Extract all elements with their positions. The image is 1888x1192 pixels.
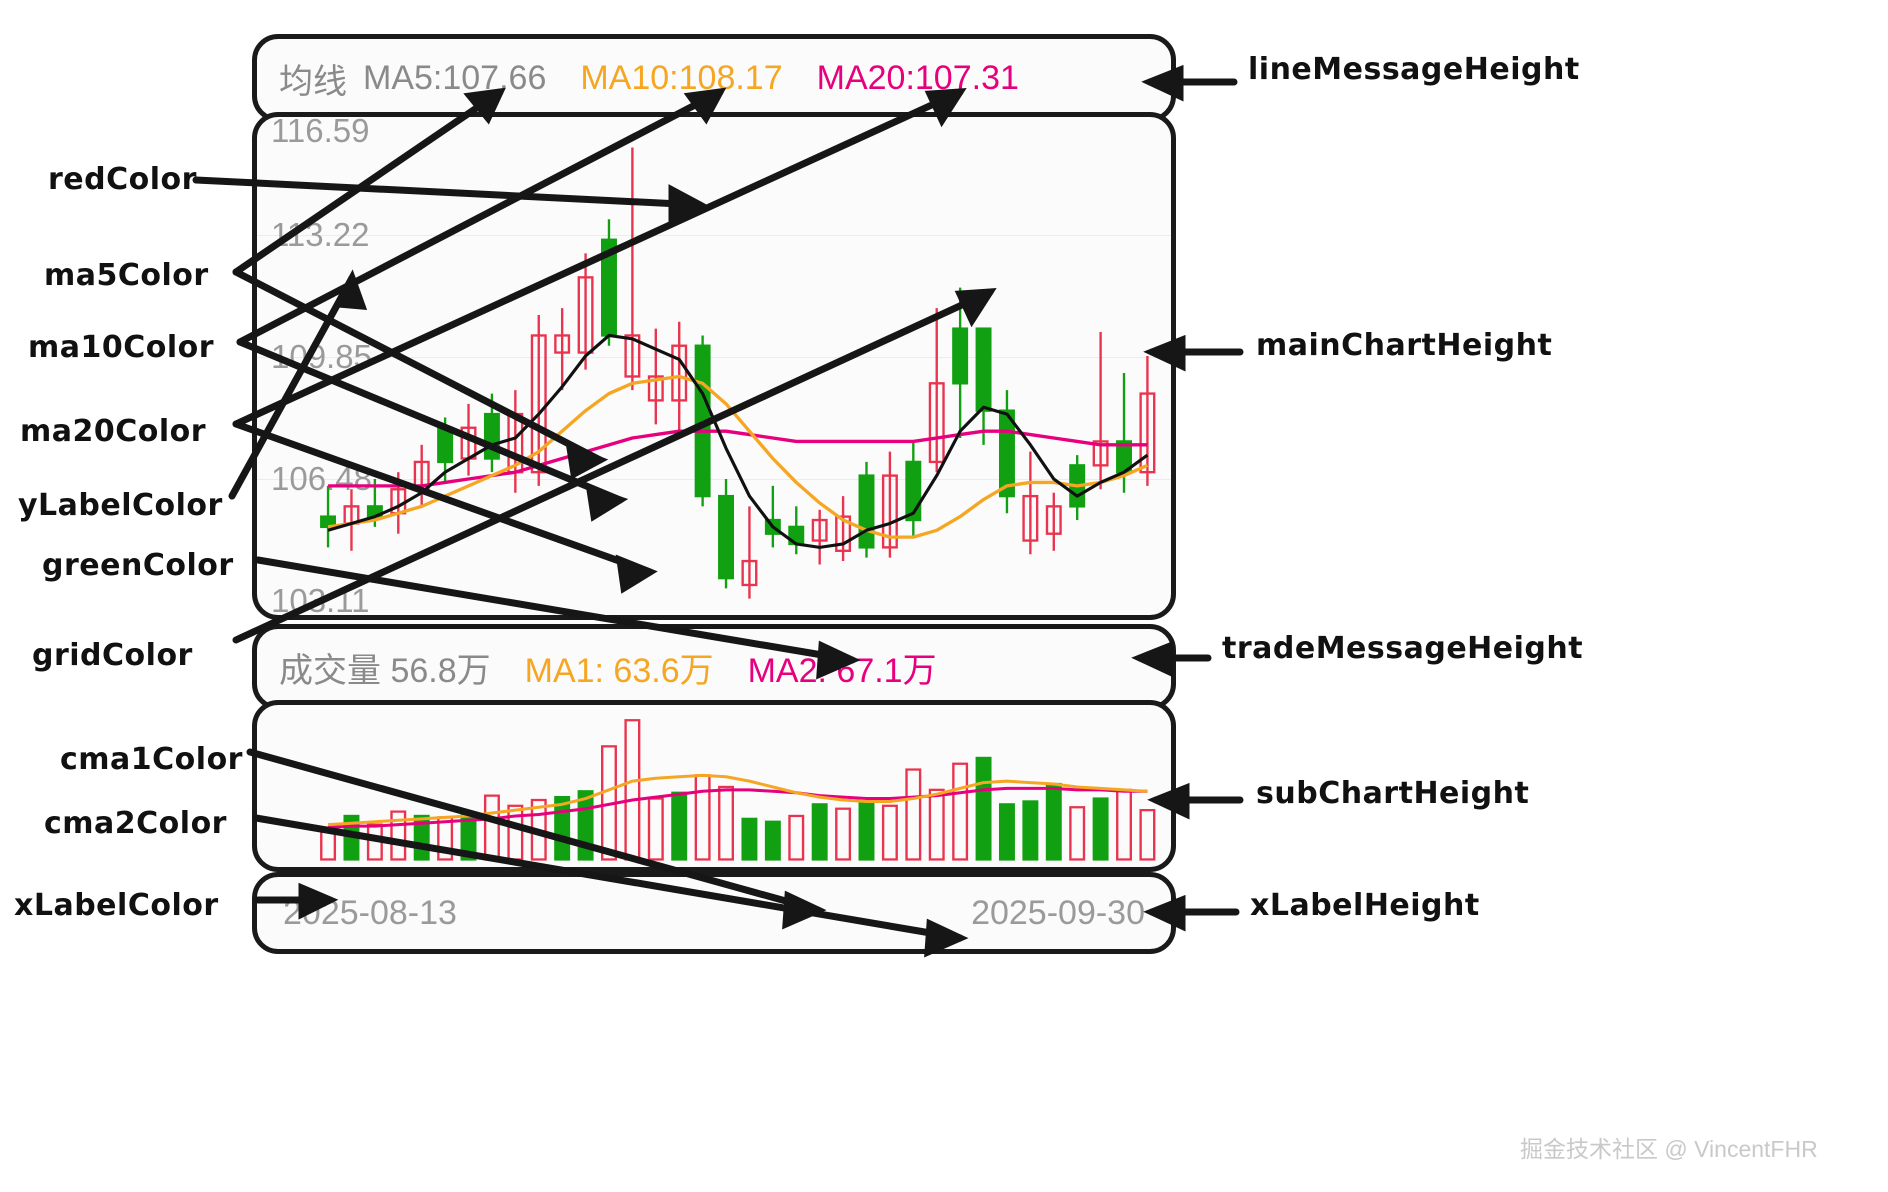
annotation-cma2color: cma2Color bbox=[44, 806, 227, 841]
annotation-greencolor: greenColor bbox=[42, 548, 234, 583]
annotation-subchartheight: subChartHeight bbox=[1256, 776, 1530, 811]
trade-message-label: 成交量 56.8万 bbox=[279, 651, 491, 690]
trade-message-ma2: MA2: 67.1万 bbox=[747, 651, 937, 690]
x-label-bar: 2025-08-13 2025-09-30 bbox=[252, 872, 1176, 954]
line-message-ma5: MA5:107.66 bbox=[363, 58, 547, 97]
line-message-ma20: MA20:107.31 bbox=[816, 58, 1019, 97]
annotation-ylabelcolor: yLabelColor bbox=[18, 488, 223, 523]
sub-chart-volume[interactable] bbox=[252, 700, 1176, 872]
watermark: 掘金技术社区 @ VincentFHR bbox=[1520, 1136, 1818, 1162]
annotation-redcolor: redColor bbox=[48, 162, 197, 197]
annotation-ma5color: ma5Color bbox=[44, 258, 209, 293]
annotation-cma1color: cma1Color bbox=[60, 742, 243, 777]
volume-plot bbox=[320, 719, 1156, 861]
line-message-ma10: MA10:108.17 bbox=[580, 58, 783, 97]
annotation-xlabelheight: xLabelHeight bbox=[1250, 888, 1480, 923]
annotation-mainchartheight: mainChartHeight bbox=[1256, 328, 1553, 363]
annotation-xlabelcolor: xLabelColor bbox=[14, 888, 219, 923]
line-message-bar: 均线 MA5:107.66 MA10:108.17 MA20:107.31 bbox=[252, 34, 1176, 122]
trade-message-bar: 成交量 56.8万 MA1: 63.6万 MA2: 67.1万 bbox=[252, 624, 1176, 710]
annotation-trademessageheight: tradeMessageHeight bbox=[1222, 631, 1584, 666]
annotation-gridcolor: gridColor bbox=[32, 638, 193, 673]
candlestick-plot bbox=[320, 147, 1156, 599]
annotation-linemessageheight: lineMessageHeight bbox=[1248, 52, 1580, 87]
annotation-ma20color: ma20Color bbox=[20, 414, 207, 449]
line-message-label: 均线 bbox=[279, 62, 347, 101]
trade-message-ma1: MA1: 63.6万 bbox=[524, 651, 714, 690]
x-axis-label-start: 2025-08-13 bbox=[283, 893, 457, 932]
annotation-ma10color: ma10Color bbox=[28, 330, 215, 365]
x-axis-label-end: 2025-09-30 bbox=[971, 893, 1145, 932]
main-chart[interactable]: 116.59 113.22 109.85 106.48 103.11 bbox=[252, 112, 1176, 620]
